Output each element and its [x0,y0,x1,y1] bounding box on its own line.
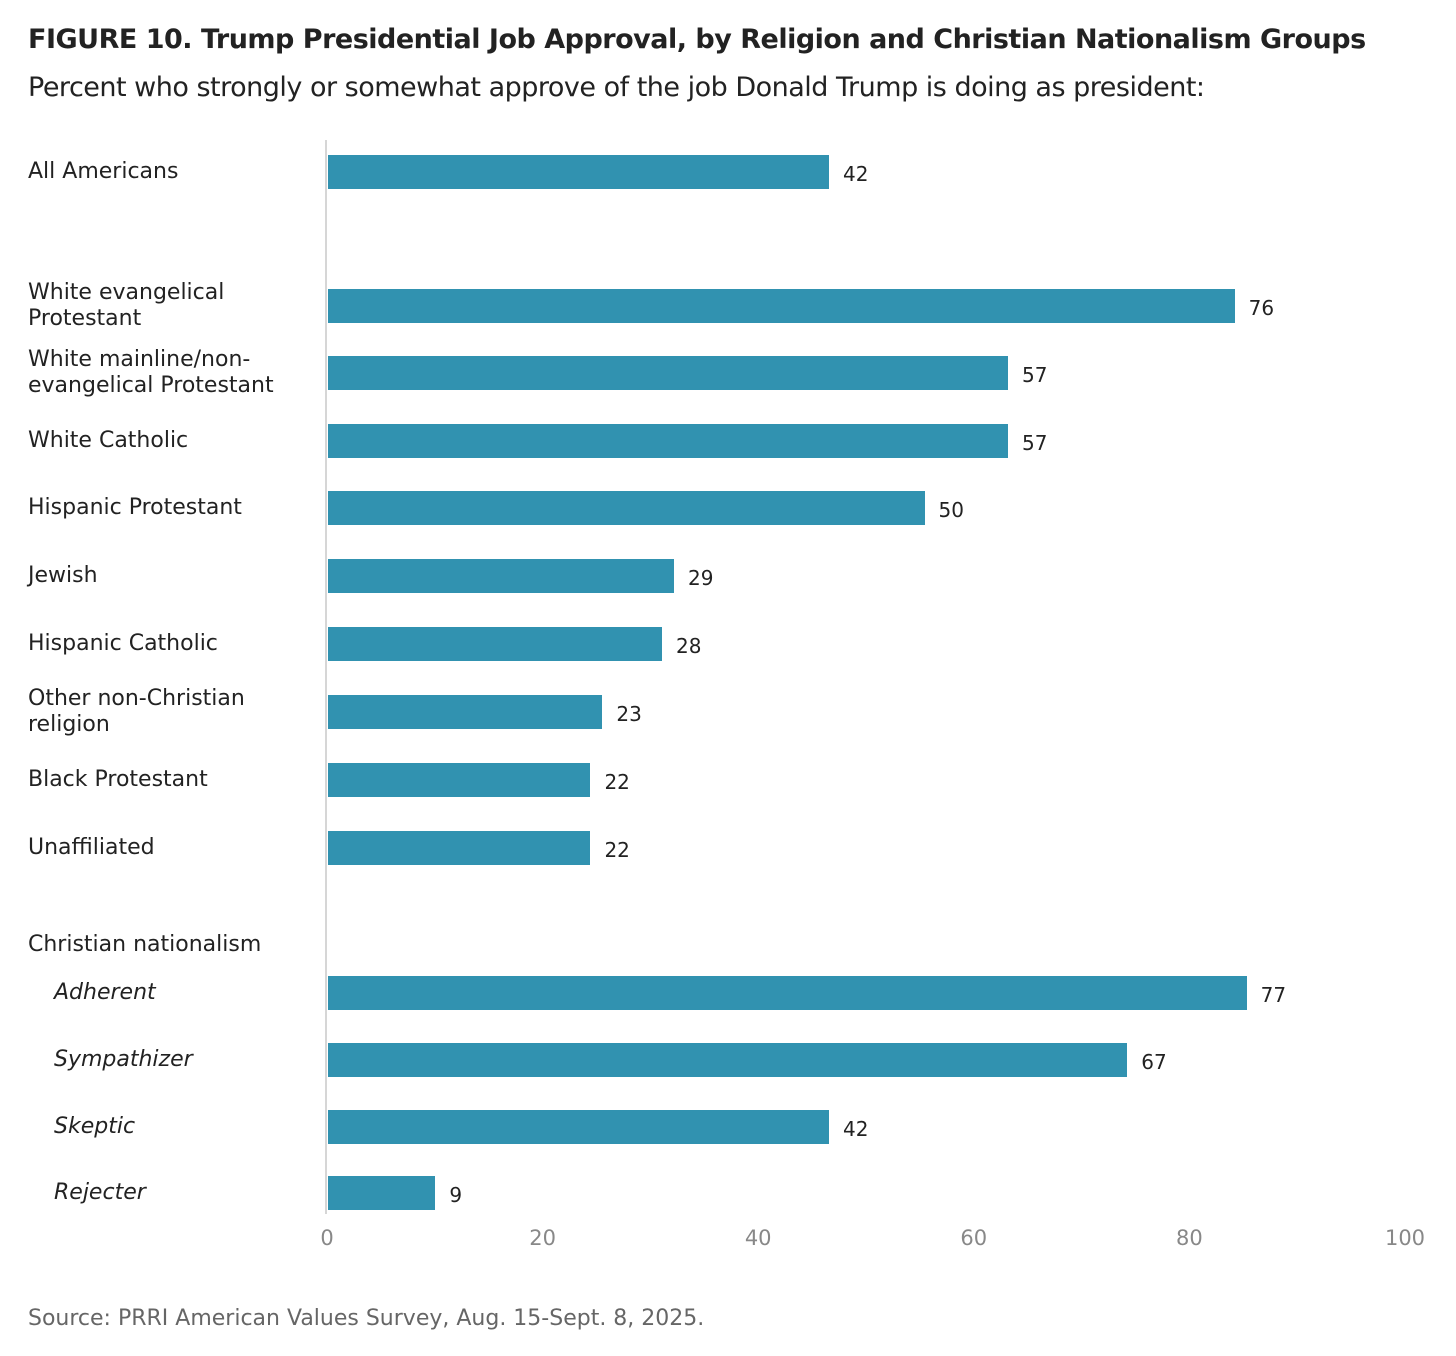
value-label: 22 [604,770,630,794]
x-tick-label: 100 [1384,1226,1426,1250]
bar [328,356,1008,390]
category-label: Rejecter [54,1180,146,1205]
bar [328,1176,436,1210]
value-label: 57 [1022,431,1048,455]
bar [328,155,830,189]
bar [328,1043,1128,1077]
category-label: Black Protestant [28,767,208,792]
x-tick-label: 80 [1176,1226,1203,1250]
bar [328,289,1235,323]
x-tick-label: 60 [960,1226,988,1250]
value-label: 28 [676,634,702,658]
value-label: 29 [687,566,714,590]
chart-subtitle: Percent who strongly or somewhat approve… [28,72,1205,103]
bar [328,559,674,593]
value-label: 67 [1141,1050,1167,1074]
category-label: Other non-Christian religion [28,686,245,737]
category-label: Hispanic Protestant [28,495,242,520]
bar [328,491,925,525]
value-label: 50 [938,498,964,522]
value-label: 76 [1248,296,1275,320]
chart-title: FIGURE 10. Trump Presidential Job Approv… [28,24,1366,55]
value-label: 57 [1022,363,1048,387]
source-note: Source: PRRI American Values Survey, Aug… [28,1306,705,1331]
bar [328,424,1008,458]
category-label: All Americans [28,159,179,184]
x-tick-label: 20 [529,1226,556,1250]
bar [328,831,591,865]
group-label: Christian nationalism [28,932,262,957]
bar [328,1110,830,1144]
value-label: 23 [616,702,642,726]
x-tick-label: 40 [744,1226,772,1250]
category-label: White Catholic [28,428,189,453]
value-label: 42 [843,1117,869,1141]
category-label: Hispanic Catholic [28,631,218,656]
bar [328,763,591,797]
bar [328,976,1247,1010]
category-label: Unaffiliated [28,835,155,860]
category-label: Skeptic [54,1114,136,1139]
bar [328,627,663,661]
value-label: 22 [604,838,630,862]
y-axis-line [325,140,327,1214]
category-label: Adherent [54,980,156,1005]
category-label: White mainline/non-evangelical Protestan… [28,347,274,398]
value-label: 77 [1260,983,1287,1007]
category-label: White evangelical Protestant [28,280,225,331]
value-label: 42 [843,162,869,186]
category-label: Jewish [28,563,98,588]
bar [328,695,603,729]
category-label: Sympathizer [54,1047,193,1072]
value-label: 9 [449,1183,463,1207]
x-tick-label: 0 [320,1226,334,1250]
